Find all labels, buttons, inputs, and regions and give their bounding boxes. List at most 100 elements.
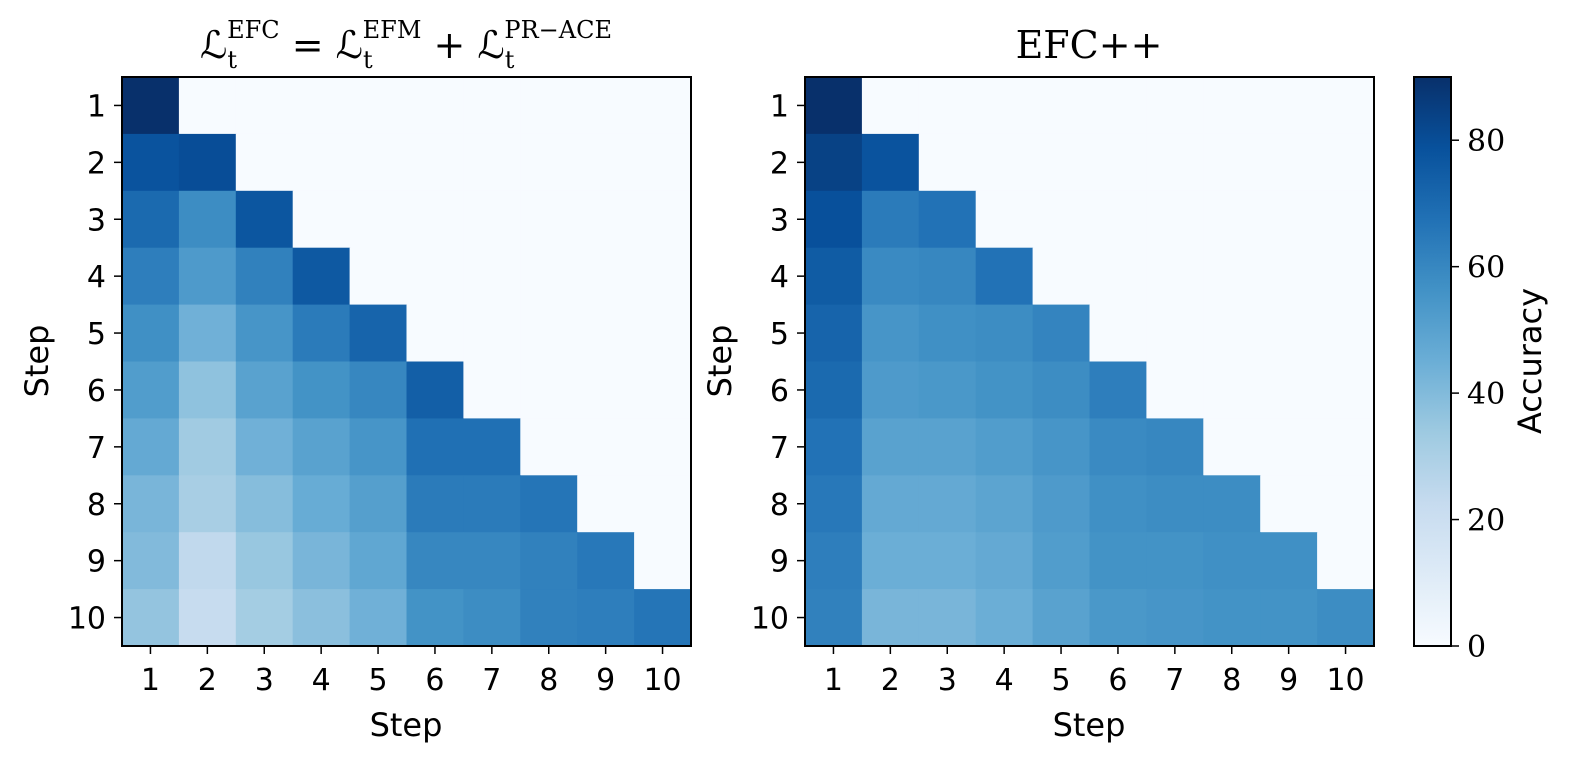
- heatmap-cell: [406, 304, 464, 363]
- heatmap-cell: [1260, 475, 1318, 533]
- heatmap-cell: [918, 589, 977, 647]
- y-axis-label: Step: [18, 325, 56, 398]
- heatmap-cell: [634, 589, 692, 647]
- heatmap-cell: [122, 304, 180, 363]
- heatmap-cell: [975, 77, 1034, 135]
- y-tick-label: 5: [770, 317, 789, 352]
- title-part: EFC: [227, 16, 280, 44]
- heatmap-cell: [520, 418, 578, 476]
- title-part: t: [227, 46, 237, 74]
- heatmap-cell: [1260, 133, 1318, 192]
- heatmap-cell: [292, 361, 351, 419]
- heatmap-cell: [861, 418, 920, 476]
- heatmap-cell: [292, 304, 351, 363]
- heatmap-cell: [577, 304, 635, 363]
- heatmap-cell: [1203, 589, 1261, 647]
- x-tick-label: 1: [141, 663, 160, 698]
- heatmap-cell: [634, 361, 692, 419]
- heatmap-cell: [1089, 361, 1147, 419]
- heatmap-cell: [1146, 304, 1204, 363]
- heatmap-cell: [1203, 361, 1261, 419]
- heatmap-cell: [349, 190, 408, 249]
- heatmap-cell: [975, 532, 1034, 590]
- y-tick-label: 7: [770, 431, 789, 466]
- heatmap-cell: [918, 475, 977, 533]
- heatmap-cell: [178, 589, 237, 647]
- heatmap-cell: [406, 418, 464, 476]
- heatmap-cell: [349, 532, 408, 590]
- colorbar-ticks: 0 20 40 60 80: [1451, 124, 1505, 665]
- x-tick-label: 3: [938, 663, 957, 698]
- heatmap-cell: [805, 361, 863, 419]
- colorbar-label: Accuracy: [1511, 288, 1549, 434]
- heatmap-cell: [292, 475, 351, 533]
- colorbar: 0 20 40 60 80 Accuracy: [1413, 76, 1549, 665]
- x-tick-label: 2: [198, 663, 217, 698]
- heatmap-cell: [975, 418, 1034, 476]
- heatmap-cell: [178, 77, 237, 135]
- heatmap-cell: [975, 133, 1034, 192]
- y-tick-label: 3: [87, 203, 106, 238]
- heatmap-cell: [520, 475, 578, 533]
- x-tick-label: 3: [255, 663, 274, 698]
- y-tick-label: 2: [87, 146, 106, 181]
- heatmap-cell: [918, 532, 977, 590]
- y-tick-label: 2: [770, 146, 789, 181]
- heatmap-cell: [406, 247, 464, 306]
- heatmap-cell: [122, 418, 180, 476]
- heatmap-cell: [634, 475, 692, 533]
- heatmap-cell: [235, 77, 294, 135]
- title-part: + ℒ: [421, 23, 504, 67]
- y-tick-label: 6: [770, 374, 789, 409]
- heatmap-cell: [349, 77, 408, 135]
- y-ticks: 1 2 3 4 5 6 7 8 9 10: [751, 89, 805, 637]
- y-tick-label: 10: [68, 602, 106, 637]
- x-tick-label: 1: [824, 663, 843, 698]
- heatmap-cell: [1260, 304, 1318, 363]
- heatmap-cell: [1317, 361, 1375, 419]
- heatmap-cell: [1317, 418, 1375, 476]
- heatmap-cell: [122, 77, 180, 135]
- heatmap-cell: [349, 418, 408, 476]
- title-part: = ℒ: [280, 23, 363, 67]
- x-tick-label: 5: [1052, 663, 1071, 698]
- heatmap-cell: [292, 418, 351, 476]
- heatmap-cell: [1317, 475, 1375, 533]
- heatmap-cell: [349, 247, 408, 306]
- heatmap-cell: [861, 190, 920, 249]
- heatmap-cell: [1032, 304, 1091, 363]
- heatmap-cell: [1146, 589, 1204, 647]
- x-tick-label: 4: [995, 663, 1014, 698]
- heatmap-cells: [805, 77, 1375, 647]
- heatmap-cell: [1146, 247, 1204, 306]
- heatmap-cell: [406, 190, 464, 249]
- heatmap-cell: [1260, 190, 1318, 249]
- heatmap-cell: [1032, 475, 1091, 533]
- heatmap-cell: [1089, 77, 1147, 135]
- heatmap-cell: [1146, 133, 1204, 192]
- heatmap-cell: [520, 361, 578, 419]
- heatmap-cell: [235, 475, 294, 533]
- y-tick-label: 5: [87, 317, 106, 352]
- y-tick-label: 7: [87, 431, 106, 466]
- heatmap-cell: [861, 589, 920, 647]
- x-tick-label: 4: [312, 663, 331, 698]
- colorbar-tick-label: 80: [1467, 124, 1505, 159]
- y-tick-label: 4: [87, 260, 106, 295]
- x-tick-label: 7: [482, 663, 501, 698]
- x-tick-label: 6: [1108, 663, 1127, 698]
- heatmap-cell: [1203, 77, 1261, 135]
- heatmap-cell: [1203, 304, 1261, 363]
- heatmap-cell: [975, 247, 1034, 306]
- heatmap-panel-efc: 1 2 3 4 5 6 7 8 9 10 1 2 3 4 5 6 7 8 9 10 Step Step ℒtEFC …: [18, 16, 692, 744]
- heatmap-cell: [1203, 247, 1261, 306]
- y-tick-label: 8: [87, 488, 106, 523]
- heatmap-cell: [577, 532, 635, 590]
- heatmap-cell: [1089, 304, 1147, 363]
- heatmap-cell: [122, 190, 180, 249]
- heatmap-cell: [122, 532, 180, 590]
- heatmap-cell: [463, 361, 521, 419]
- heatmap-cell: [406, 475, 464, 533]
- x-ticks: 1 2 3 4 5 6 7 8 9 10: [141, 646, 682, 698]
